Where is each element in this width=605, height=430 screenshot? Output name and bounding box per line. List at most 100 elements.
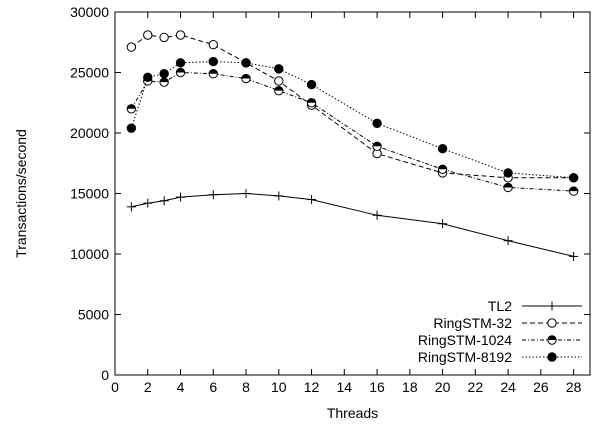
y-tick-label: 20000	[70, 125, 109, 141]
data-point	[437, 164, 448, 175]
series-line	[131, 34, 574, 179]
data-point	[568, 186, 579, 196]
marker-half	[176, 68, 185, 73]
data-point	[274, 64, 284, 74]
marker-half	[209, 69, 218, 74]
x-tick-label: 20	[435, 379, 451, 395]
axes: 0 2 4 6 8 10 12 14 16 18 20 22 24 26 28050001000015000…	[70, 4, 591, 395]
data-point	[306, 98, 317, 108]
data-point	[126, 123, 137, 133]
series-line	[131, 192, 574, 257]
legend-label: TL2	[488, 298, 512, 314]
data-point	[208, 190, 218, 200]
data-point	[159, 69, 169, 79]
series-tl2	[126, 189, 579, 261]
x-tick-label: 18	[402, 379, 418, 395]
legend-item: TL2	[488, 298, 582, 314]
x-tick-label: 22	[468, 379, 484, 395]
data-point	[274, 191, 284, 201]
legend-label: RingSTM-1024	[418, 332, 512, 348]
data-point	[175, 30, 186, 40]
data-point	[503, 236, 513, 246]
data-point	[143, 72, 153, 83]
data-point	[241, 58, 251, 68]
data-point	[568, 173, 579, 183]
data-point	[126, 104, 137, 114]
x-tick-label: 16	[369, 379, 385, 395]
data-point	[438, 219, 448, 229]
data-point	[274, 76, 284, 86]
legend-label: RingSTM-32	[433, 315, 512, 331]
x-tick-label: 2	[144, 379, 152, 395]
data-point	[175, 67, 186, 78]
data-point	[176, 192, 186, 202]
data-point	[159, 32, 169, 43]
marker-half	[547, 335, 557, 340]
x-tick-label: 24	[500, 379, 516, 395]
data-point	[143, 30, 153, 40]
x-tick-label: 26	[533, 379, 549, 395]
y-tick-label: 10000	[70, 246, 109, 262]
data-point	[208, 56, 218, 67]
legend-label: RingSTM-8192	[418, 349, 512, 365]
legend-marker	[547, 335, 557, 345]
data-point	[306, 79, 317, 90]
marker-half	[159, 77, 169, 83]
data-point	[208, 69, 218, 79]
data-point	[307, 195, 317, 205]
data-point	[372, 118, 382, 129]
x-tick-label: 12	[304, 379, 320, 395]
series-ringstm-32	[126, 30, 579, 183]
x-tick-label: 0	[111, 379, 119, 395]
data-point	[372, 141, 382, 152]
y-axis-label: Transactions/second	[13, 129, 29, 258]
data-point	[175, 58, 186, 68]
data-point	[503, 182, 513, 193]
data-point	[241, 189, 251, 198]
marker-half	[127, 104, 136, 109]
y-tick-label: 30000	[70, 4, 109, 20]
legend-marker	[547, 301, 557, 311]
series-ringstm-8192	[126, 56, 579, 183]
marker-half	[274, 86, 283, 91]
marker-half	[503, 183, 513, 188]
series-line	[130, 61, 574, 179]
data-point	[569, 251, 579, 261]
y-tick-label: 25000	[70, 65, 109, 81]
y-tick-label: 15000	[70, 186, 109, 202]
legend-item: RingSTM-1024	[418, 332, 582, 348]
x-tick-label: 4	[177, 379, 185, 395]
legend-marker	[547, 352, 557, 362]
data-point	[372, 210, 382, 220]
data-point	[503, 168, 513, 178]
data-point	[126, 202, 136, 212]
legend-item: RingSTM-8192	[418, 349, 582, 365]
marker-half	[307, 98, 316, 103]
data-point	[208, 39, 218, 50]
legend-marker	[547, 318, 557, 328]
plot-area	[126, 30, 579, 261]
x-tick-label: 28	[566, 379, 582, 395]
marker-half	[241, 74, 251, 79]
y-tick-label: 5000	[78, 307, 109, 323]
x-tick-label: 6	[209, 379, 217, 395]
y-tick-label: 0	[101, 367, 109, 383]
data-point	[126, 42, 137, 52]
data-point	[143, 198, 153, 208]
plot-frame	[114, 11, 591, 376]
marker-half	[438, 165, 447, 170]
x-tick-label: 10	[271, 379, 287, 395]
x-tick-label: 14	[337, 379, 353, 395]
data-point	[159, 77, 169, 87]
data-point	[437, 144, 448, 154]
x-tick-label: 8	[242, 379, 250, 395]
data-point	[241, 73, 251, 84]
marker-half	[569, 186, 578, 192]
data-point	[159, 196, 169, 206]
x-axis-label: Threads	[327, 405, 378, 421]
marker-half	[372, 142, 382, 147]
data-point	[274, 85, 284, 96]
legend-item: RingSTM-32	[433, 315, 582, 331]
